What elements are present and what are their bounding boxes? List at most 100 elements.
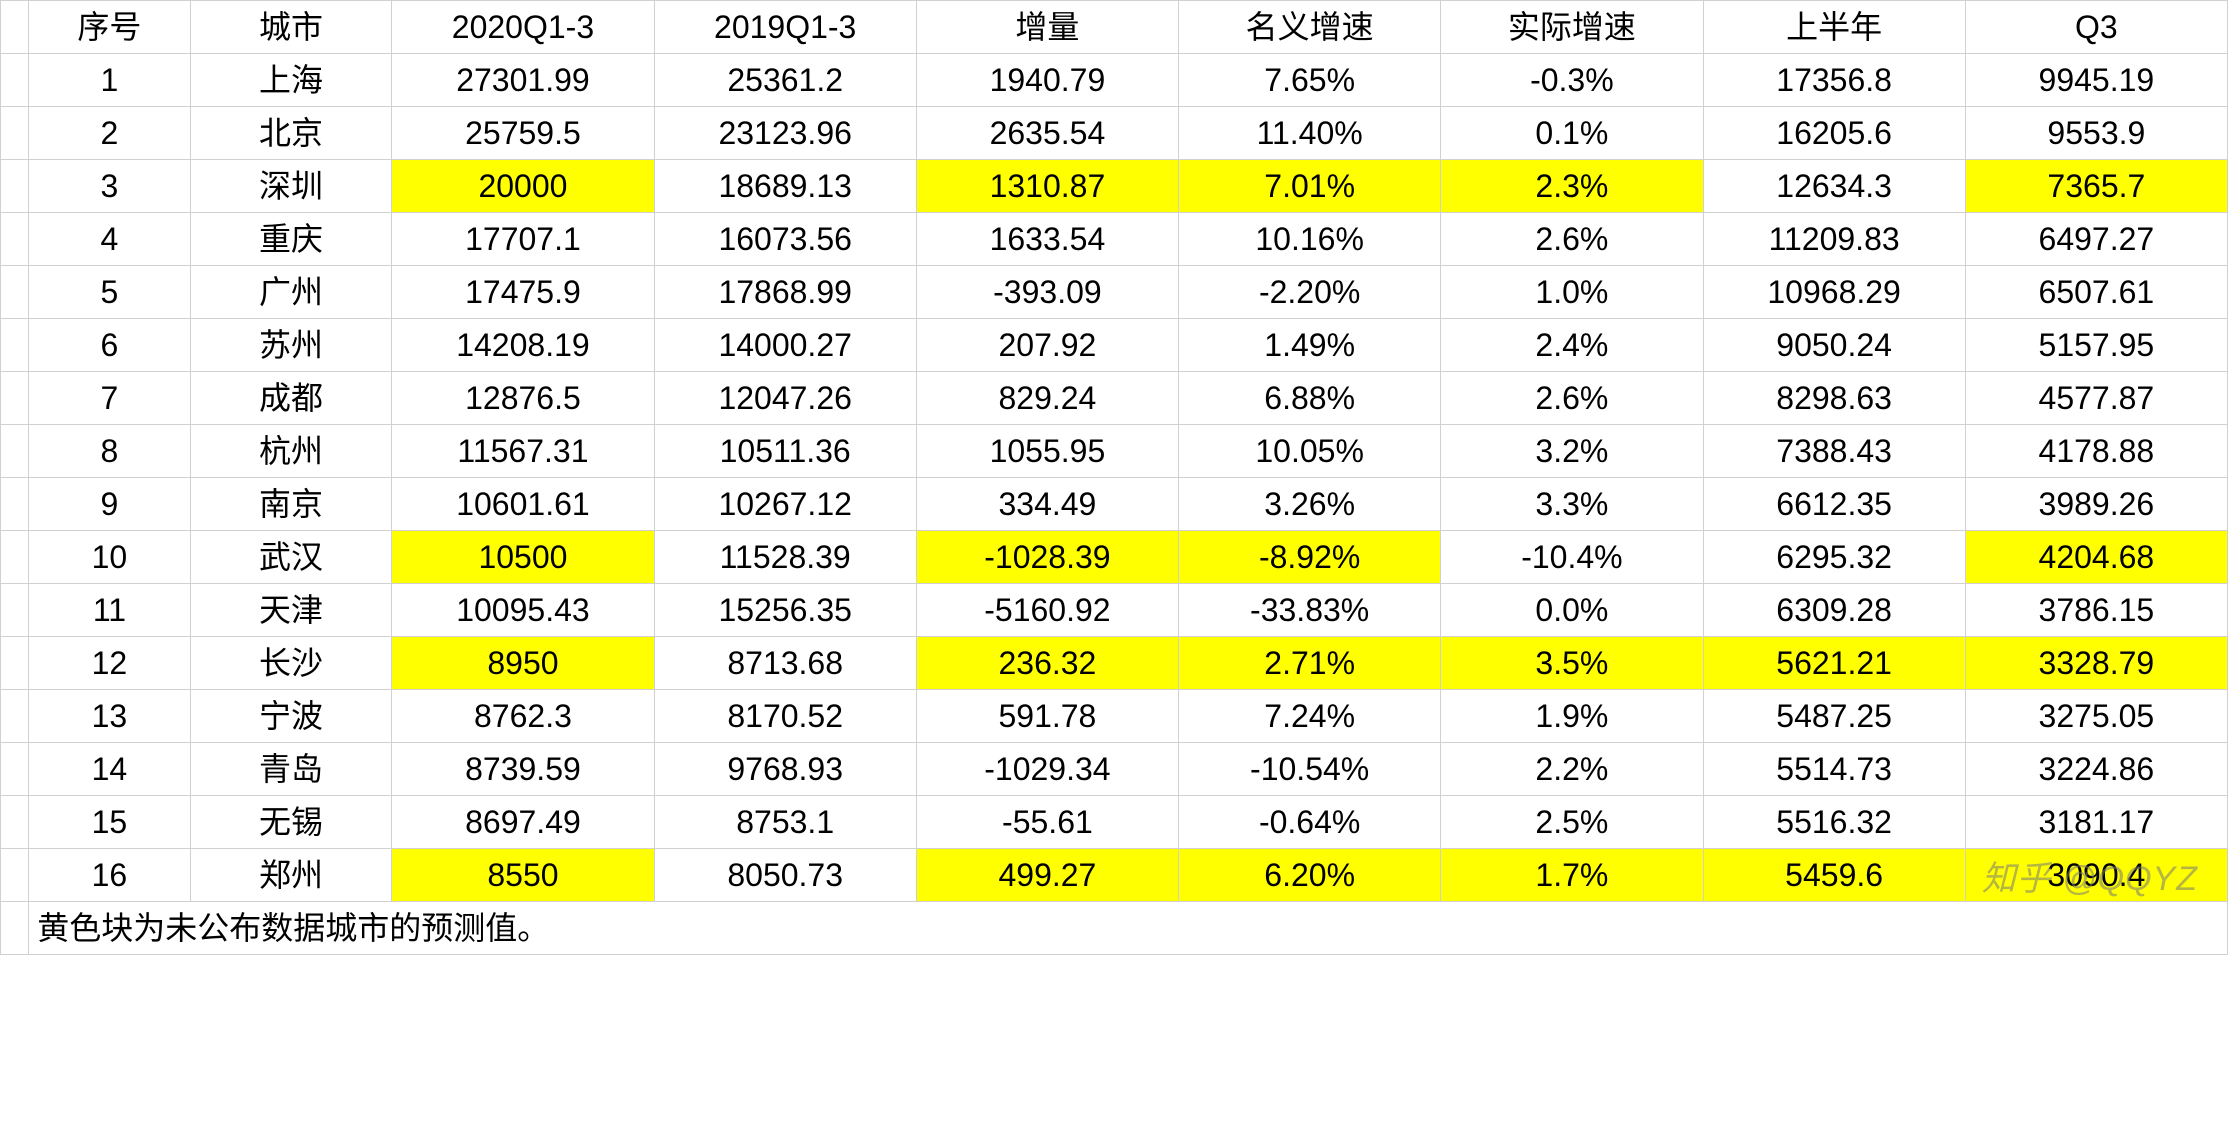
cell-real: 1.7%: [1441, 849, 1703, 902]
row-header-blank: [1, 54, 29, 107]
cell-real: 1.0%: [1441, 266, 1703, 319]
cell-city: 郑州: [190, 849, 392, 902]
cell-city: 苏州: [190, 319, 392, 372]
cell-idx: 16: [29, 849, 190, 902]
cell-nom: 7.01%: [1179, 160, 1441, 213]
cell-h1: 6612.35: [1703, 478, 1965, 531]
table-row: 14青岛8739.599768.93-1029.34-10.54%2.2%551…: [1, 743, 2228, 796]
cell-y2020: 11567.31: [392, 425, 654, 478]
cell-y2019: 25361.2: [654, 54, 916, 107]
cell-nom: 3.26%: [1179, 478, 1441, 531]
cell-nom: 10.05%: [1179, 425, 1441, 478]
cell-h1: 5621.21: [1703, 637, 1965, 690]
row-header-blank: [1, 690, 29, 743]
col-header: 2019Q1-3: [654, 1, 916, 54]
cell-q3: 3275.05: [1965, 690, 2227, 743]
data-table: 序号 城市 2020Q1-3 2019Q1-3 增量 名义增速 实际增速 上半年…: [0, 0, 2228, 955]
cell-y2019: 23123.96: [654, 107, 916, 160]
cell-real: 3.5%: [1441, 637, 1703, 690]
cell-delta: 829.24: [916, 372, 1178, 425]
cell-y2019: 8170.52: [654, 690, 916, 743]
row-header-blank: [1, 743, 29, 796]
row-header-blank: [1, 107, 29, 160]
col-header: 2020Q1-3: [392, 1, 654, 54]
cell-y2020: 14208.19: [392, 319, 654, 372]
cell-delta: 591.78: [916, 690, 1178, 743]
cell-nom: -10.54%: [1179, 743, 1441, 796]
row-header-blank: [1, 266, 29, 319]
cell-y2019: 11528.39: [654, 531, 916, 584]
table-row: 15无锡8697.498753.1-55.61-0.64%2.5%5516.32…: [1, 796, 2228, 849]
cell-delta: 236.32: [916, 637, 1178, 690]
cell-q3: 7365.7: [1965, 160, 2227, 213]
row-header-blank: [1, 319, 29, 372]
cell-h1: 5487.25: [1703, 690, 1965, 743]
cell-idx: 1: [29, 54, 190, 107]
cell-y2020: 10500: [392, 531, 654, 584]
row-header-blank: [1, 425, 29, 478]
cell-delta: -393.09: [916, 266, 1178, 319]
table-row: 8杭州11567.3110511.361055.9510.05%3.2%7388…: [1, 425, 2228, 478]
cell-idx: 12: [29, 637, 190, 690]
cell-city: 无锡: [190, 796, 392, 849]
cell-y2020: 8950: [392, 637, 654, 690]
cell-q3: 3224.86: [1965, 743, 2227, 796]
col-header: 实际增速: [1441, 1, 1703, 54]
cell-idx: 7: [29, 372, 190, 425]
table-row: 11天津10095.4315256.35-5160.92-33.83%0.0%6…: [1, 584, 2228, 637]
cell-delta: -1028.39: [916, 531, 1178, 584]
cell-city: 上海: [190, 54, 392, 107]
table-row: 2北京25759.523123.962635.5411.40%0.1%16205…: [1, 107, 2228, 160]
cell-city: 天津: [190, 584, 392, 637]
cell-nom: -2.20%: [1179, 266, 1441, 319]
cell-city: 武汉: [190, 531, 392, 584]
cell-y2020: 27301.99: [392, 54, 654, 107]
cell-idx: 4: [29, 213, 190, 266]
cell-y2020: 8762.3: [392, 690, 654, 743]
cell-delta: 2635.54: [916, 107, 1178, 160]
cell-nom: -8.92%: [1179, 531, 1441, 584]
cell-idx: 13: [29, 690, 190, 743]
spreadsheet-table: 序号 城市 2020Q1-3 2019Q1-3 增量 名义增速 实际增速 上半年…: [0, 0, 2228, 955]
cell-y2020: 20000: [392, 160, 654, 213]
cell-real: 2.3%: [1441, 160, 1703, 213]
cell-q3: 6507.61: [1965, 266, 2227, 319]
cell-idx: 14: [29, 743, 190, 796]
cell-city: 重庆: [190, 213, 392, 266]
cell-h1: 10968.29: [1703, 266, 1965, 319]
cell-q3: 4178.88: [1965, 425, 2227, 478]
cell-y2020: 12876.5: [392, 372, 654, 425]
footnote-row: 黄色块为未公布数据城市的预测值。: [1, 902, 2228, 955]
cell-y2020: 8697.49: [392, 796, 654, 849]
row-header-blank: [1, 372, 29, 425]
cell-y2019: 18689.13: [654, 160, 916, 213]
cell-h1: 5514.73: [1703, 743, 1965, 796]
cell-city: 广州: [190, 266, 392, 319]
col-header: 名义增速: [1179, 1, 1441, 54]
row-header-blank: [1, 160, 29, 213]
row-header-blank: [1, 637, 29, 690]
cell-nom: 6.20%: [1179, 849, 1441, 902]
cell-h1: 9050.24: [1703, 319, 1965, 372]
row-header-blank: [1, 213, 29, 266]
table-row: 1上海27301.9925361.21940.797.65%-0.3%17356…: [1, 54, 2228, 107]
cell-y2019: 16073.56: [654, 213, 916, 266]
cell-y2020: 8739.59: [392, 743, 654, 796]
cell-y2019: 14000.27: [654, 319, 916, 372]
cell-real: 0.1%: [1441, 107, 1703, 160]
cell-idx: 15: [29, 796, 190, 849]
cell-q3: 4204.68: [1965, 531, 2227, 584]
cell-y2019: 10267.12: [654, 478, 916, 531]
col-header: 序号: [29, 1, 190, 54]
cell-delta: 1633.54: [916, 213, 1178, 266]
cell-city: 成都: [190, 372, 392, 425]
cell-real: 0.0%: [1441, 584, 1703, 637]
cell-y2019: 8713.68: [654, 637, 916, 690]
col-header: 增量: [916, 1, 1178, 54]
cell-q3: 6497.27: [1965, 213, 2227, 266]
col-header: Q3: [1965, 1, 2227, 54]
cell-h1: 6309.28: [1703, 584, 1965, 637]
cell-h1: 8298.63: [1703, 372, 1965, 425]
cell-y2020: 17707.1: [392, 213, 654, 266]
cell-real: 2.5%: [1441, 796, 1703, 849]
